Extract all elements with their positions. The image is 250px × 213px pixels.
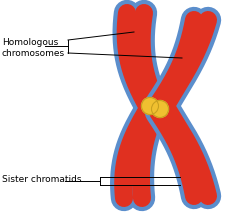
Circle shape [152, 101, 168, 118]
Circle shape [142, 98, 158, 115]
Text: Homologous
chromosomes: Homologous chromosomes [2, 38, 65, 58]
Text: Sister chromatids: Sister chromatids [2, 175, 82, 184]
